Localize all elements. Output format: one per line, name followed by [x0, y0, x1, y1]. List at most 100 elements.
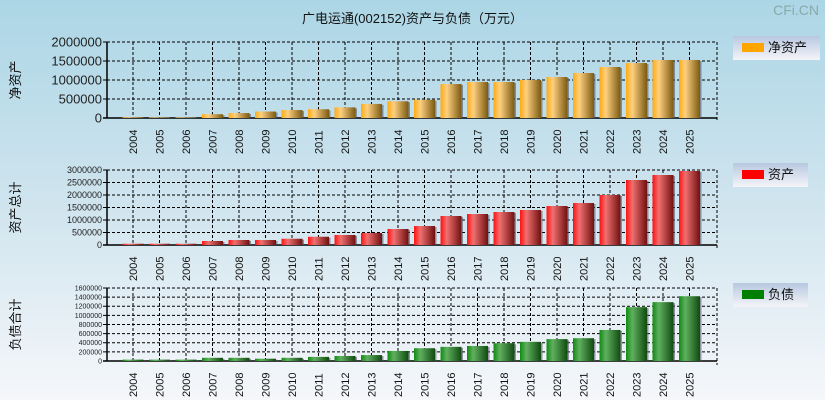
- x-tick-label: 2008: [234, 130, 246, 154]
- x-tick-label: 2006: [181, 257, 193, 281]
- x-tick-label: 2011: [314, 373, 326, 397]
- x-tick-label: 2007: [208, 373, 220, 397]
- x-tick-label: 2023: [632, 257, 644, 281]
- bar-2023: [626, 307, 647, 361]
- x-tick-label: 2016: [446, 130, 458, 154]
- x-tick-label: 2017: [473, 257, 485, 281]
- x-tick-label: 2022: [605, 130, 617, 154]
- y-tick-label: 2000000: [51, 35, 102, 50]
- y-tick-label: 1200000: [75, 304, 102, 311]
- bar-2012: [334, 107, 356, 118]
- legend: 净资产: [733, 36, 820, 60]
- y-tick-label: 3000000: [67, 165, 102, 175]
- bar-2019: [520, 341, 541, 361]
- bar-2007: [202, 114, 223, 118]
- x-tick-label: 2008: [234, 257, 246, 281]
- x-tick-label: 2022: [605, 257, 617, 281]
- bar-2005: [149, 243, 170, 245]
- bar-2004: [122, 359, 144, 361]
- y-axis-label: 负债合计: [8, 298, 23, 350]
- bar-2006: [175, 359, 197, 361]
- bar-2015: [414, 348, 435, 361]
- chart-panel-0: 0 500000 1000000 1500000 2000000 2004 2005 2006…: [8, 35, 820, 154]
- x-tick-label: 2017: [473, 373, 485, 397]
- x-tick-label: 2016: [446, 257, 458, 281]
- x-tick-label: 2014: [393, 373, 405, 397]
- bar-2013: [361, 233, 382, 245]
- bar-2013: [361, 103, 382, 118]
- bar-2020: [546, 206, 568, 245]
- bar-2024: [652, 302, 674, 361]
- y-tick-label: 200000: [79, 349, 102, 356]
- bar-2007: [202, 241, 223, 245]
- bar-2017: [467, 82, 488, 118]
- bar-2017: [467, 345, 488, 361]
- x-tick-label: 2021: [579, 257, 591, 281]
- x-tick-label: 2023: [632, 373, 644, 397]
- bar-2018: [493, 212, 515, 245]
- bar-2004: [122, 117, 144, 118]
- x-tick-label: 2005: [155, 373, 167, 397]
- x-tick-label: 2025: [685, 257, 697, 281]
- bar-2016: [440, 83, 462, 118]
- bar-2011: [308, 109, 329, 118]
- legend-swatch: [742, 170, 764, 179]
- bar-2019: [520, 210, 541, 245]
- x-tick-label: 2013: [367, 257, 379, 281]
- bar-2022: [599, 195, 621, 245]
- legend-swatch: [742, 290, 764, 299]
- bar-2019: [520, 80, 541, 118]
- bar-2014: [387, 101, 409, 118]
- bar-2005: [149, 359, 170, 361]
- x-tick-label: 2010: [287, 257, 299, 281]
- bar-2011: [308, 236, 329, 245]
- bar-2006: [175, 117, 197, 118]
- bar-2010: [281, 357, 303, 361]
- bar-2020: [546, 76, 568, 118]
- x-tick-label: 2005: [155, 130, 167, 154]
- x-tick-label: 2011: [314, 257, 326, 281]
- bar-2009: [255, 358, 276, 361]
- y-tick-label: 1500000: [51, 54, 102, 69]
- bar-2020: [546, 339, 568, 361]
- y-tick-label: 0: [97, 240, 102, 250]
- x-tick-label: 2021: [579, 130, 591, 154]
- bar-2004: [122, 243, 144, 245]
- x-tick-label: 2010: [287, 130, 299, 154]
- y-tick-label: 0: [98, 358, 102, 365]
- x-tick-label: 2025: [685, 130, 697, 154]
- y-tick-label: 0: [95, 111, 102, 126]
- x-tick-label: 2017: [473, 130, 485, 154]
- legend-label: 负债: [768, 287, 794, 302]
- x-tick-label: 2016: [446, 373, 458, 397]
- x-tick-label: 2008: [234, 373, 246, 397]
- bar-2015: [414, 99, 435, 118]
- x-tick-label: 2006: [181, 130, 193, 154]
- bar-2010: [281, 238, 303, 245]
- y-tick-label: 500000: [72, 228, 102, 238]
- x-tick-label: 2010: [287, 373, 299, 397]
- bar-2025: [679, 296, 700, 361]
- bar-2016: [440, 216, 462, 245]
- x-tick-label: 2011: [314, 130, 326, 154]
- x-tick-label: 2022: [605, 373, 617, 397]
- x-tick-label: 2020: [552, 257, 564, 281]
- y-tick-label: 500000: [59, 92, 102, 107]
- x-tick-label: 2007: [208, 130, 220, 154]
- y-tick-label: 600000: [79, 331, 102, 338]
- y-axis-label: 资产总计: [8, 181, 23, 233]
- x-tick-label: 2019: [526, 130, 538, 154]
- bar-2011: [308, 356, 329, 361]
- chart-title: 广电运通(002152)资产与负债（万元）: [301, 11, 524, 26]
- x-tick-label: 2006: [181, 373, 193, 397]
- y-tick-label: 1600000: [75, 285, 102, 292]
- bar-2017: [467, 214, 488, 245]
- x-tick-label: 2024: [658, 257, 670, 281]
- x-tick-label: 2004: [128, 373, 140, 397]
- bar-2010: [281, 110, 303, 118]
- y-tick-label: 1000000: [75, 313, 102, 320]
- x-tick-label: 2004: [128, 130, 140, 154]
- x-tick-label: 2014: [393, 257, 405, 281]
- bar-2021: [573, 73, 594, 118]
